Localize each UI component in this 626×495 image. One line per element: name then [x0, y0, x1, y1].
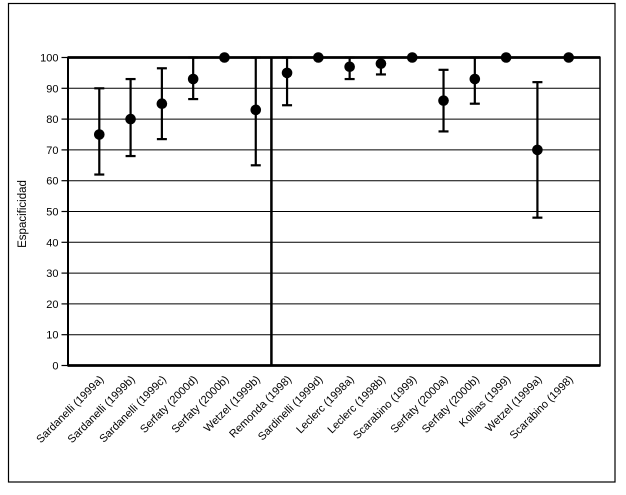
data-point	[438, 95, 449, 106]
data-point	[93, 129, 105, 140]
y-tick-label: 80	[46, 114, 58, 126]
data-point	[125, 113, 136, 125]
y-tick-label: 40	[46, 237, 58, 249]
data-point	[375, 58, 387, 69]
data-point	[344, 61, 355, 73]
y-tick-label: 50	[46, 207, 58, 219]
y-tick-label: 0	[52, 361, 58, 373]
data-point	[187, 73, 199, 85]
y-axis-title: Espacificidad	[17, 180, 29, 248]
data-point	[281, 67, 293, 79]
y-tick-label: 100	[40, 53, 58, 65]
data-point	[500, 52, 512, 63]
data-point	[532, 144, 543, 156]
data-point	[313, 52, 324, 63]
data-point	[156, 98, 168, 109]
data-point	[563, 52, 575, 63]
x-category-labels: Sardanelli (1999a)Sardanelli (1999b)Sard…	[34, 374, 575, 446]
figure-border	[7, 2, 616, 483]
plot-frame	[67, 56, 601, 367]
y-tick-label: 30	[46, 268, 58, 280]
x-category-label: Wetzel (1999a)	[483, 374, 544, 435]
y-tick-label: 90	[46, 83, 58, 95]
y-tick-label: 70	[46, 145, 58, 157]
data-point	[469, 73, 481, 85]
gridlines	[68, 87, 600, 336]
y-tick-label: 60	[46, 176, 58, 188]
x-category-label: Wetzel (1999b)	[202, 374, 263, 435]
y-axis-tick-labels: 0 10 20 30 40 50 60 70 80 90 100	[40, 53, 58, 373]
data-point	[250, 104, 262, 116]
data-points	[93, 52, 575, 156]
data-point	[219, 52, 230, 63]
y-tick-label: 20	[46, 299, 58, 311]
y-axis-ticks	[61, 56, 68, 367]
y-tick-label: 10	[46, 330, 58, 342]
data-point	[406, 52, 418, 63]
